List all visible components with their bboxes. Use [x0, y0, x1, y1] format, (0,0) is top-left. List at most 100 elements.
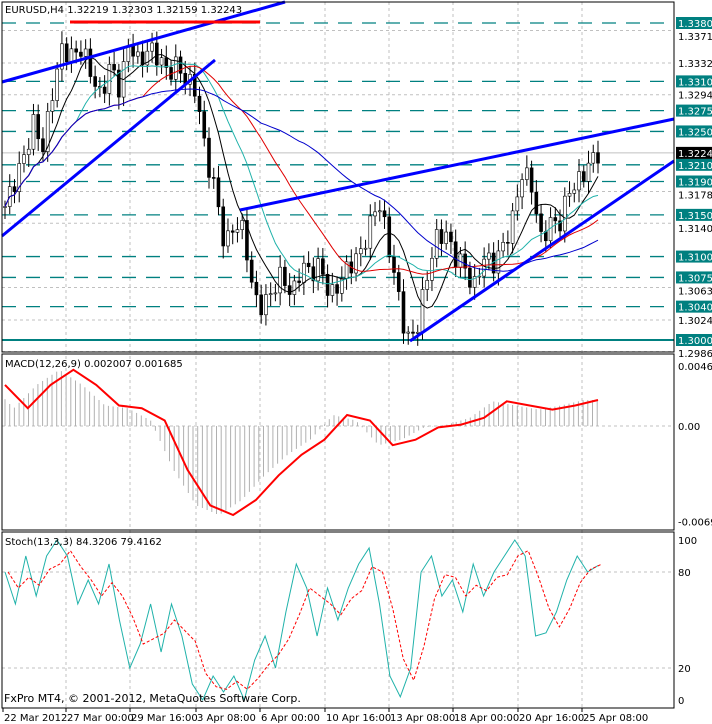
- candle-body: [259, 294, 263, 316]
- candle-body: [439, 229, 444, 244]
- level-label: 1.33800: [678, 19, 712, 30]
- panel-border: [1, 1, 675, 353]
- candle-body: [216, 177, 221, 208]
- level-label-bg: [676, 175, 712, 188]
- candle-body: [354, 253, 358, 274]
- stoch-title: Stoch(13,3,3) 84.3206 79.4162: [5, 537, 162, 548]
- stoch-tick: 20: [678, 664, 691, 675]
- level-label: 1.31000: [678, 253, 712, 264]
- candle-body: [69, 48, 74, 63]
- stoch-tick: 80: [678, 568, 691, 579]
- candle-body: [287, 285, 292, 295]
- level-label: 1.30400: [678, 303, 712, 314]
- candle-body: [506, 242, 510, 244]
- candle-body: [463, 253, 467, 269]
- level-label: 1.30750: [678, 273, 712, 284]
- candle-body: [3, 206, 7, 208]
- time-label: 13 Apr 08:00: [390, 713, 455, 724]
- panel-border: [1, 353, 675, 531]
- candle-body: [368, 215, 373, 249]
- candle-body: [264, 294, 268, 316]
- candle-body: [515, 196, 520, 212]
- candle-body: [240, 220, 244, 230]
- candle-body: [12, 186, 17, 192]
- candle-body: [226, 230, 230, 247]
- candle-body: [529, 167, 534, 193]
- level-label-bg: [676, 158, 712, 171]
- candle-body: [411, 331, 415, 334]
- level-label: 1.33100: [678, 77, 712, 88]
- candle-body: [539, 213, 543, 232]
- price-tick: 1.30240: [678, 316, 712, 327]
- candle-body: [558, 220, 562, 232]
- candle-body: [316, 258, 320, 282]
- candle-body: [150, 42, 154, 52]
- stoch-tick: 100: [678, 536, 697, 547]
- candle-body: [544, 231, 548, 242]
- candle-body: [311, 266, 316, 282]
- macd-tick: 0.00: [678, 422, 700, 433]
- candle-body: [45, 111, 50, 152]
- stoch-main-line: [4, 539, 599, 702]
- macd-signal-line: [4, 368, 599, 517]
- candle-body: [358, 248, 363, 255]
- candle-body: [211, 177, 216, 179]
- chart-header: EURUSD,H4 1.32219 1.32303 1.32159 1.3224…: [5, 5, 242, 16]
- candle-body: [207, 137, 211, 178]
- candle-body: [55, 68, 59, 101]
- candle-body: [482, 258, 486, 277]
- candle-body: [159, 57, 164, 66]
- candle-body: [325, 273, 330, 296]
- ma-mid-line: [4, 62, 599, 285]
- level-label-bg: [676, 125, 712, 138]
- macd-title: MACD(12,26,9) 0.002007 0.001685: [5, 359, 183, 370]
- macd-tick: -0.00696: [678, 517, 712, 528]
- candle-body: [64, 43, 69, 63]
- stoch-tick: 0: [678, 696, 684, 707]
- candle-body: [363, 247, 368, 250]
- candle-body: [36, 114, 41, 140]
- time-label: 3 Apr 08:00: [197, 713, 256, 724]
- candle-body: [41, 138, 45, 152]
- candle-body: [330, 284, 335, 296]
- candle-body: [155, 42, 159, 66]
- candle-body: [245, 220, 249, 261]
- candle-body: [510, 210, 515, 244]
- level-label: 1.32500: [678, 127, 712, 138]
- time-label: 25 Apr 08:00: [583, 713, 648, 724]
- candle-body: [136, 51, 140, 57]
- candle-body: [430, 257, 434, 281]
- time-label: 20 Apr 16:00: [519, 713, 584, 724]
- candle-body: [178, 56, 183, 74]
- candle-body: [487, 252, 491, 260]
- candle-body: [472, 276, 477, 288]
- candle-body: [249, 259, 254, 283]
- candle-body: [396, 272, 401, 292]
- time-label: 27 Mar 00:00: [67, 713, 134, 724]
- trend-line: [1, 0, 286, 84]
- price-tick: 1.33710: [678, 32, 712, 43]
- candle-body: [534, 191, 539, 215]
- candle-body: [306, 262, 311, 268]
- level-label-bg: [676, 250, 712, 263]
- level-label-bg: [676, 333, 712, 346]
- candle-body: [420, 289, 425, 333]
- price-tick: 1.31780: [678, 190, 712, 201]
- candle-body: [50, 100, 55, 112]
- copyright-label: FxPro MT4, © 2001-2012, MetaQuotes Softw…: [4, 692, 301, 705]
- time-label: 10 Apr 16:00: [326, 713, 391, 724]
- candle-body: [434, 229, 439, 259]
- candle-body: [444, 231, 448, 244]
- time-label: 29 Mar 16:00: [131, 713, 198, 724]
- candle-body: [335, 284, 339, 294]
- candle-body: [321, 258, 325, 275]
- candle-body: [401, 291, 406, 334]
- level-label-bg: [676, 300, 712, 313]
- candle-body: [117, 69, 121, 98]
- candle-body: [292, 280, 297, 295]
- price-tick: 1.33320: [678, 59, 712, 70]
- candle-body: [392, 256, 396, 273]
- level-label-bg: [676, 17, 712, 29]
